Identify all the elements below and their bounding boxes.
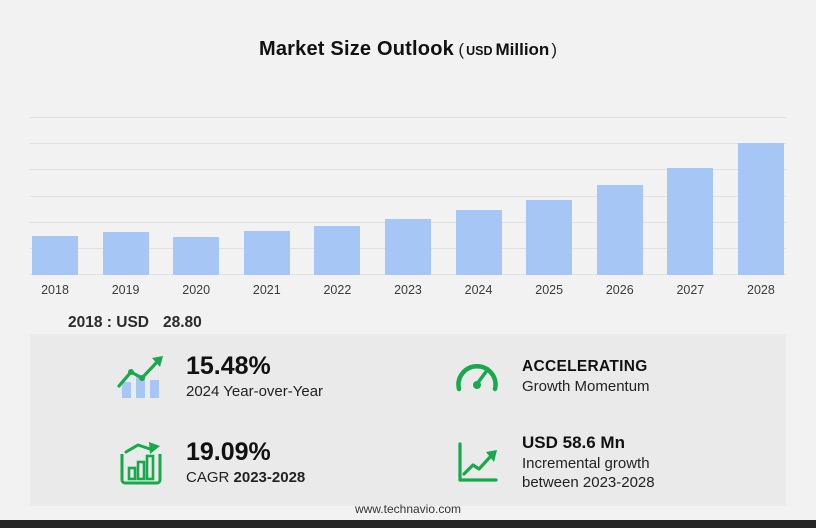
- bar-column: [737, 118, 784, 275]
- unit-word: Million: [495, 40, 550, 59]
- bar-column: [526, 118, 573, 275]
- footer: www.technavio.com: [0, 500, 816, 518]
- base-year-note: 2018 : USD 28.80: [68, 314, 202, 332]
- stat-cagr-text: 19.09% CAGR 2023-2028: [186, 438, 305, 488]
- stat-yoy-label: 2024 Year-over-Year: [186, 383, 324, 400]
- bar-column: [455, 118, 502, 275]
- x-axis-label-2018: 2018: [41, 283, 69, 297]
- x-axis-label-2021: 2021: [252, 283, 281, 297]
- x-axis-labels: 2018 2019 2020 2021 2022 2023 2024 2025 2026 2027…: [30, 283, 786, 301]
- bar-column: [667, 118, 714, 275]
- x-axis-label-2023: 2023: [394, 283, 422, 297]
- bar-2018: [32, 235, 78, 275]
- bar-column: [384, 118, 431, 275]
- bottom-bar: [0, 520, 816, 528]
- bar-2027: [667, 168, 714, 275]
- stat-cagr-label: CAGR 2023-2028: [186, 469, 305, 488]
- stats-panel: 15.48% 2024 Year-over-Year ACCELERATING …: [30, 334, 786, 506]
- x-axis-label-2027: 2027: [676, 283, 705, 297]
- bar-2022: [314, 225, 361, 275]
- bar-column: [32, 118, 78, 275]
- title-text: Market Size Outlook: [259, 38, 454, 60]
- bar-column: [173, 118, 220, 275]
- stat-cagr-label-range: 2023-2028: [233, 469, 306, 486]
- title-unit: (USD Million): [458, 40, 557, 59]
- stat-momentum-text: ACCELERATING Growth Momentum: [522, 358, 650, 397]
- stat-incremental-label-line2: between 2023-2028: [522, 473, 655, 491]
- bar-2019: [102, 231, 149, 275]
- unit-paren-open: (: [458, 40, 465, 59]
- bar-chart: [30, 117, 786, 275]
- bar-column: [314, 118, 361, 275]
- x-axis-label-2020: 2020: [182, 283, 211, 297]
- gridline: [30, 169, 786, 171]
- incremental-growth-icon: [452, 438, 502, 488]
- bar-2023: [384, 218, 431, 275]
- bar-column: [243, 118, 290, 275]
- x-axis-label-2019: 2019: [111, 283, 140, 297]
- x-axis-label-2025: 2025: [535, 283, 564, 297]
- base-year-label: 2018 : USD: [68, 314, 149, 331]
- stat-incremental-value: USD 58.6 Mn: [522, 433, 625, 453]
- bar-2028: [737, 142, 784, 275]
- cagr-chart-icon: [116, 438, 166, 488]
- bar-2025: [526, 200, 573, 275]
- stat-cagr: 19.09% CAGR 2023-2028: [30, 420, 408, 506]
- stat-yoy-value: 15.48%: [186, 352, 271, 381]
- stat-cagr-label-prefix: CAGR: [186, 469, 234, 486]
- page-title: Market Size Outlook (USD Million): [0, 38, 816, 61]
- base-year-value: 28.80: [162, 314, 202, 331]
- gridline: [30, 117, 786, 118]
- bar-2026: [596, 185, 643, 275]
- chart-bars: [30, 118, 786, 275]
- stat-incremental-label-line1: Incremental growth: [522, 455, 650, 473]
- x-axis-label-2028: 2028: [747, 283, 775, 297]
- stat-incremental: USD 58.6 Mn Incremental growth between 2…: [408, 420, 786, 506]
- gridline: [30, 143, 786, 145]
- growth-bars-icon: [116, 352, 166, 402]
- bar-column: [102, 118, 149, 275]
- speedometer-icon: [452, 352, 502, 402]
- bar-2021: [243, 230, 290, 275]
- website-link[interactable]: www.technavio.com: [354, 502, 462, 516]
- x-axis-label-2024: 2024: [464, 283, 493, 297]
- bar-column: [596, 118, 643, 275]
- stat-incremental-text: USD 58.6 Mn Incremental growth between 2…: [522, 433, 655, 492]
- bar-2024: [455, 209, 502, 275]
- stat-yoy: 15.48% 2024 Year-over-Year: [30, 334, 408, 420]
- bar-2020: [173, 236, 220, 275]
- stat-cagr-value: 19.09%: [186, 438, 271, 467]
- gridline: [30, 195, 786, 197]
- stat-momentum-value: ACCELERATING: [522, 357, 648, 375]
- unit-currency: USD: [466, 44, 493, 58]
- stat-momentum-label: Growth Momentum: [522, 377, 650, 395]
- x-axis-label-2022: 2022: [323, 283, 352, 297]
- stat-yoy-text: 15.48% 2024 Year-over-Year: [186, 352, 323, 402]
- unit-paren-close: ): [551, 40, 557, 59]
- x-axis-label-2026: 2026: [605, 283, 634, 297]
- stat-momentum: ACCELERATING Growth Momentum: [408, 334, 786, 420]
